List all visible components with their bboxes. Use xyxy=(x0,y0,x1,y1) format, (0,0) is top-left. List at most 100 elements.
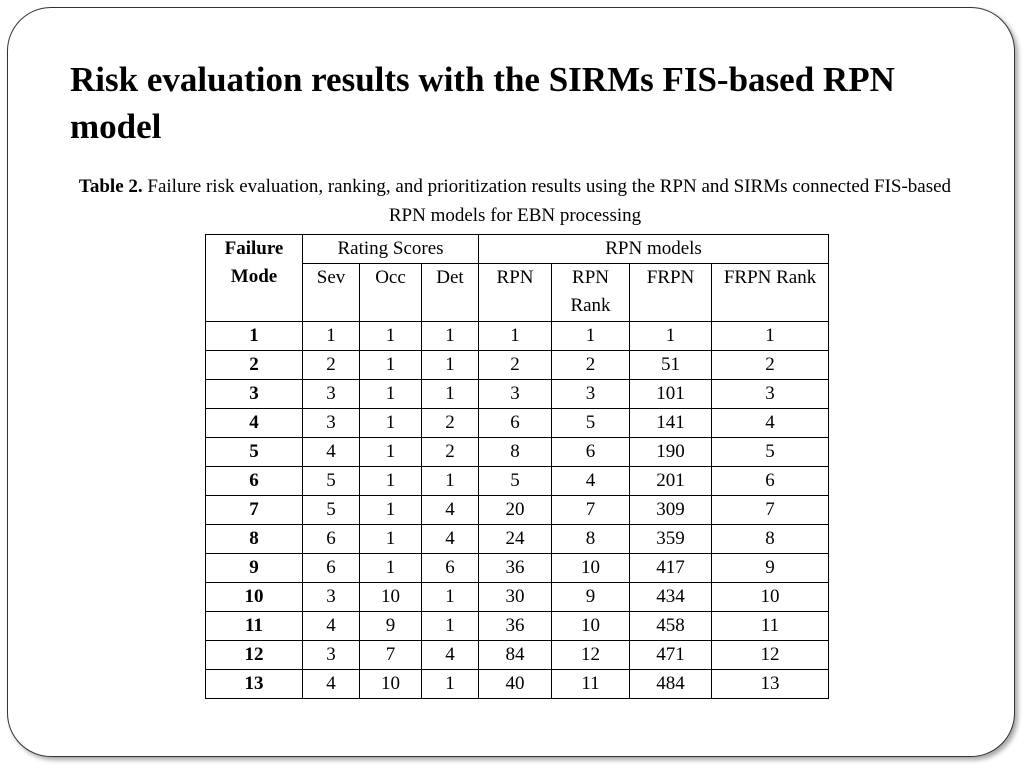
table-row: 11 4 9 1 36 10 458 11 xyxy=(205,611,830,641)
sev-cell: 6 xyxy=(302,553,360,583)
rpn-cell: 8 xyxy=(478,437,553,467)
occ-cell: 1 xyxy=(359,524,422,554)
occ-cell: 1 xyxy=(359,350,422,380)
frpn-rank-cell: 1 xyxy=(711,321,830,351)
rpn-cell: 84 xyxy=(478,640,553,670)
frpn-rank-cell: 9 xyxy=(711,553,830,583)
rpn-cell: 36 xyxy=(478,611,553,641)
failure-mode-cell: 8 xyxy=(205,524,303,554)
header-group-rpn-models: RPN models xyxy=(478,234,830,264)
header-row-groups: Failure Mode Rating Scores RPN models xyxy=(205,234,830,322)
rpn-rank-cell: 7 xyxy=(551,495,631,525)
frpn-cell: 51 xyxy=(629,350,713,380)
failure-mode-cell: 11 xyxy=(205,611,303,641)
frpn-cell: 190 xyxy=(629,437,713,467)
occ-cell: 1 xyxy=(359,495,422,525)
table-row: 3 3 1 1 3 3 101 3 xyxy=(205,379,830,409)
rpn-rank-cell: 6 xyxy=(551,437,631,467)
frpn-cell: 309 xyxy=(629,495,713,525)
occ-cell: 1 xyxy=(359,466,422,496)
sev-cell: 3 xyxy=(302,640,360,670)
header-rpn: RPN xyxy=(478,263,553,322)
frpn-rank-cell: 2 xyxy=(711,350,830,380)
det-cell: 1 xyxy=(420,669,480,699)
rpn-cell: 1 xyxy=(478,321,553,351)
sev-cell: 6 xyxy=(302,524,360,554)
rpn-rank-cell: 4 xyxy=(551,466,631,496)
table-row: 10 3 10 1 30 9 434 10 xyxy=(205,582,830,612)
sev-cell: 2 xyxy=(302,350,360,380)
det-cell: 2 xyxy=(420,408,480,438)
rpn-cell: 24 xyxy=(478,524,553,554)
header-rpn-rank: RPN Rank xyxy=(551,263,631,322)
failure-mode-cell: 3 xyxy=(205,379,303,409)
occ-cell: 9 xyxy=(359,611,422,641)
table-caption-text: Failure risk evaluation, ranking, and pr… xyxy=(142,176,952,226)
failure-mode-cell: 1 xyxy=(205,321,303,351)
sev-cell: 5 xyxy=(302,466,360,496)
frpn-cell: 471 xyxy=(629,640,713,670)
sev-cell: 1 xyxy=(302,321,360,351)
occ-cell: 1 xyxy=(359,379,422,409)
sev-cell: 3 xyxy=(302,582,360,612)
det-cell: 1 xyxy=(420,350,480,380)
det-cell: 6 xyxy=(420,553,480,583)
rpn-rank-cell: 10 xyxy=(551,553,631,583)
frpn-rank-cell: 5 xyxy=(711,437,830,467)
frpn-rank-cell: 6 xyxy=(711,466,830,496)
frpn-rank-cell: 7 xyxy=(711,495,830,525)
occ-cell: 10 xyxy=(359,582,422,612)
frpn-rank-cell: 8 xyxy=(711,524,830,554)
det-cell: 4 xyxy=(420,524,480,554)
failure-mode-cell: 6 xyxy=(205,466,303,496)
table-row: 9 6 1 6 36 10 417 9 xyxy=(205,553,830,583)
slide-title: Risk evaluation results with the SIRMs F… xyxy=(70,60,895,146)
rpn-rank-cell: 9 xyxy=(551,582,631,612)
header-group-rating-scores: Rating Scores xyxy=(301,234,480,264)
occ-cell: 1 xyxy=(359,321,422,351)
rpn-cell: 5 xyxy=(478,466,553,496)
header-sev: Sev xyxy=(302,263,360,322)
rpn-rank-cell: 11 xyxy=(551,669,631,699)
rpn-cell: 36 xyxy=(478,553,553,583)
frpn-cell: 434 xyxy=(629,582,713,612)
table-row: 2 2 1 1 2 2 51 2 xyxy=(205,350,830,380)
rpn-cell: 20 xyxy=(478,495,553,525)
frpn-rank-cell: 13 xyxy=(711,669,830,699)
table-row: 7 5 1 4 20 7 309 7 xyxy=(205,495,830,525)
table-row: 6 5 1 1 5 4 201 6 xyxy=(205,466,830,496)
frpn-cell: 1 xyxy=(629,321,713,351)
frpn-cell: 458 xyxy=(629,611,713,641)
occ-cell: 1 xyxy=(359,437,422,467)
frpn-rank-cell: 4 xyxy=(711,408,830,438)
failure-mode-cell: 5 xyxy=(205,437,303,467)
det-cell: 1 xyxy=(420,582,480,612)
risk-evaluation-table: Failure Mode Rating Scores RPN models Se… xyxy=(205,234,830,699)
rpn-cell: 2 xyxy=(478,350,553,380)
frpn-rank-cell: 12 xyxy=(711,640,830,670)
header-failure-mode: Failure Mode xyxy=(205,234,303,322)
rpn-cell: 3 xyxy=(478,379,553,409)
table-row: 12 3 7 4 84 12 471 12 xyxy=(205,640,830,670)
det-cell: 1 xyxy=(420,379,480,409)
header-det: Det xyxy=(420,263,480,322)
det-cell: 1 xyxy=(420,321,480,351)
rpn-rank-cell: 5 xyxy=(551,408,631,438)
occ-cell: 1 xyxy=(359,553,422,583)
rpn-rank-cell: 10 xyxy=(551,611,631,641)
table-row: 5 4 1 2 8 6 190 5 xyxy=(205,437,830,467)
header-row-columns: Sev Occ Det RPN RPN Rank FRPN FRPN Rank xyxy=(206,263,830,322)
table-row: 8 6 1 4 24 8 359 8 xyxy=(205,524,830,554)
failure-mode-cell: 2 xyxy=(205,350,303,380)
sev-cell: 4 xyxy=(302,669,360,699)
header-frpn: FRPN xyxy=(629,263,713,322)
failure-mode-cell: 10 xyxy=(205,582,303,612)
failure-mode-cell: 9 xyxy=(205,553,303,583)
det-cell: 4 xyxy=(420,640,480,670)
frpn-rank-cell: 3 xyxy=(711,379,830,409)
frpn-rank-cell: 10 xyxy=(711,582,830,612)
rpn-rank-cell: 12 xyxy=(551,640,631,670)
sev-cell: 5 xyxy=(302,495,360,525)
rpn-cell: 6 xyxy=(478,408,553,438)
